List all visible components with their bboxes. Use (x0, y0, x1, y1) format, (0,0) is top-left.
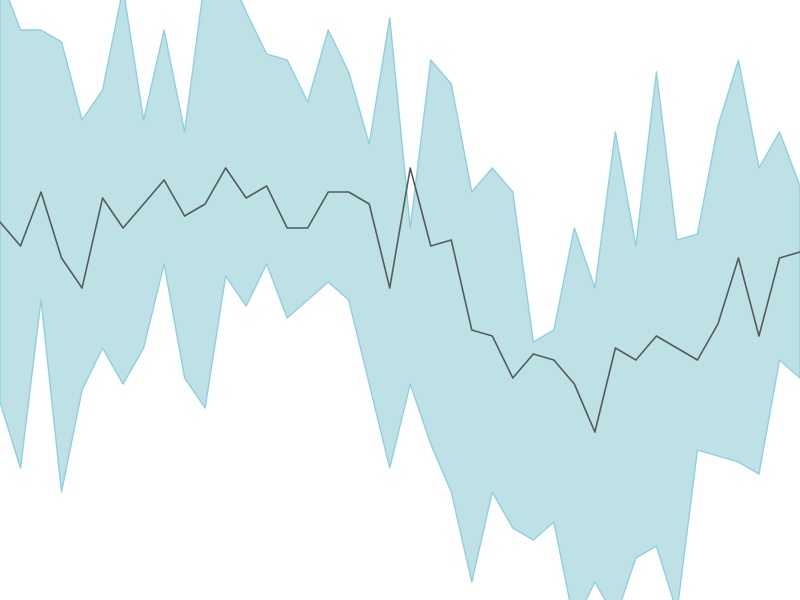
confidence-band-chart (0, 0, 800, 600)
chart-svg (0, 0, 800, 600)
